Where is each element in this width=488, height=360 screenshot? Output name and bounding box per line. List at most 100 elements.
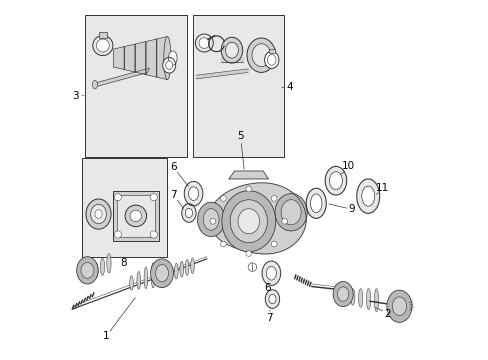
Polygon shape: [113, 46, 124, 69]
Ellipse shape: [342, 289, 346, 303]
Ellipse shape: [168, 51, 177, 65]
Ellipse shape: [150, 194, 157, 201]
Ellipse shape: [265, 290, 279, 309]
Ellipse shape: [245, 186, 251, 192]
Ellipse shape: [386, 290, 411, 322]
Bar: [99, 32, 107, 38]
Ellipse shape: [271, 241, 277, 247]
Ellipse shape: [129, 276, 133, 290]
Polygon shape: [221, 58, 242, 62]
Ellipse shape: [220, 241, 226, 247]
Ellipse shape: [221, 37, 242, 63]
Ellipse shape: [271, 195, 277, 201]
Ellipse shape: [96, 39, 109, 52]
Bar: [192, 15, 284, 157]
Text: 2: 2: [383, 310, 390, 319]
Text: 6: 6: [170, 162, 177, 172]
Polygon shape: [156, 37, 167, 80]
Text: 11: 11: [375, 183, 388, 193]
Ellipse shape: [274, 194, 306, 231]
Ellipse shape: [203, 209, 219, 230]
Bar: [82, 158, 166, 257]
Ellipse shape: [144, 267, 147, 289]
Ellipse shape: [106, 253, 111, 273]
Polygon shape: [209, 183, 305, 254]
Ellipse shape: [174, 263, 178, 279]
Ellipse shape: [366, 289, 370, 310]
Ellipse shape: [185, 260, 188, 275]
Ellipse shape: [163, 57, 175, 73]
Ellipse shape: [188, 187, 198, 201]
Text: 6: 6: [264, 283, 270, 293]
Ellipse shape: [77, 257, 98, 284]
Ellipse shape: [350, 289, 354, 305]
Ellipse shape: [81, 272, 85, 283]
Bar: [112, 191, 159, 241]
Ellipse shape: [190, 258, 194, 274]
Polygon shape: [196, 69, 249, 79]
Text: 8: 8: [120, 258, 126, 268]
Ellipse shape: [329, 172, 342, 190]
Ellipse shape: [310, 194, 321, 213]
Text: 4: 4: [285, 82, 292, 92]
Ellipse shape: [95, 210, 102, 219]
Text: 5: 5: [236, 131, 243, 141]
Ellipse shape: [114, 231, 121, 238]
Ellipse shape: [225, 42, 238, 58]
Ellipse shape: [155, 265, 168, 282]
Ellipse shape: [391, 297, 406, 316]
Ellipse shape: [86, 199, 111, 229]
Ellipse shape: [361, 186, 374, 206]
Text: 7: 7: [170, 190, 177, 200]
Ellipse shape: [325, 166, 346, 195]
Ellipse shape: [247, 263, 256, 271]
Ellipse shape: [137, 271, 140, 289]
Ellipse shape: [238, 209, 259, 234]
Ellipse shape: [195, 34, 213, 52]
Text: 7: 7: [266, 313, 272, 323]
Ellipse shape: [125, 205, 146, 226]
Ellipse shape: [199, 38, 209, 48]
Ellipse shape: [93, 36, 113, 55]
Ellipse shape: [230, 200, 267, 243]
Ellipse shape: [114, 194, 121, 201]
Ellipse shape: [182, 204, 196, 222]
Text: 1: 1: [103, 331, 109, 341]
Bar: [85, 15, 187, 157]
Ellipse shape: [185, 208, 192, 218]
Ellipse shape: [251, 44, 270, 67]
Ellipse shape: [197, 202, 224, 237]
Ellipse shape: [180, 261, 183, 277]
Ellipse shape: [130, 210, 142, 222]
Bar: [268, 49, 274, 53]
Polygon shape: [145, 39, 156, 77]
Ellipse shape: [100, 258, 104, 275]
Polygon shape: [228, 171, 268, 179]
Text: 10: 10: [341, 161, 354, 171]
Ellipse shape: [150, 259, 173, 288]
Ellipse shape: [267, 54, 276, 65]
Polygon shape: [135, 41, 145, 75]
Ellipse shape: [264, 51, 278, 68]
Text: 3: 3: [72, 91, 79, 101]
Ellipse shape: [222, 191, 275, 252]
Ellipse shape: [246, 38, 275, 72]
Ellipse shape: [356, 179, 379, 213]
Ellipse shape: [94, 263, 98, 278]
Bar: [117, 195, 155, 237]
Ellipse shape: [87, 267, 92, 280]
Ellipse shape: [358, 289, 362, 307]
Polygon shape: [124, 44, 135, 72]
Ellipse shape: [163, 37, 171, 80]
Ellipse shape: [245, 251, 251, 256]
Ellipse shape: [92, 80, 97, 89]
Ellipse shape: [184, 181, 203, 206]
Ellipse shape: [210, 219, 215, 224]
Ellipse shape: [151, 263, 155, 288]
Ellipse shape: [268, 294, 276, 304]
Ellipse shape: [373, 289, 378, 312]
Text: 9: 9: [348, 204, 355, 215]
Ellipse shape: [305, 188, 325, 219]
Ellipse shape: [150, 231, 157, 238]
Ellipse shape: [281, 219, 287, 224]
